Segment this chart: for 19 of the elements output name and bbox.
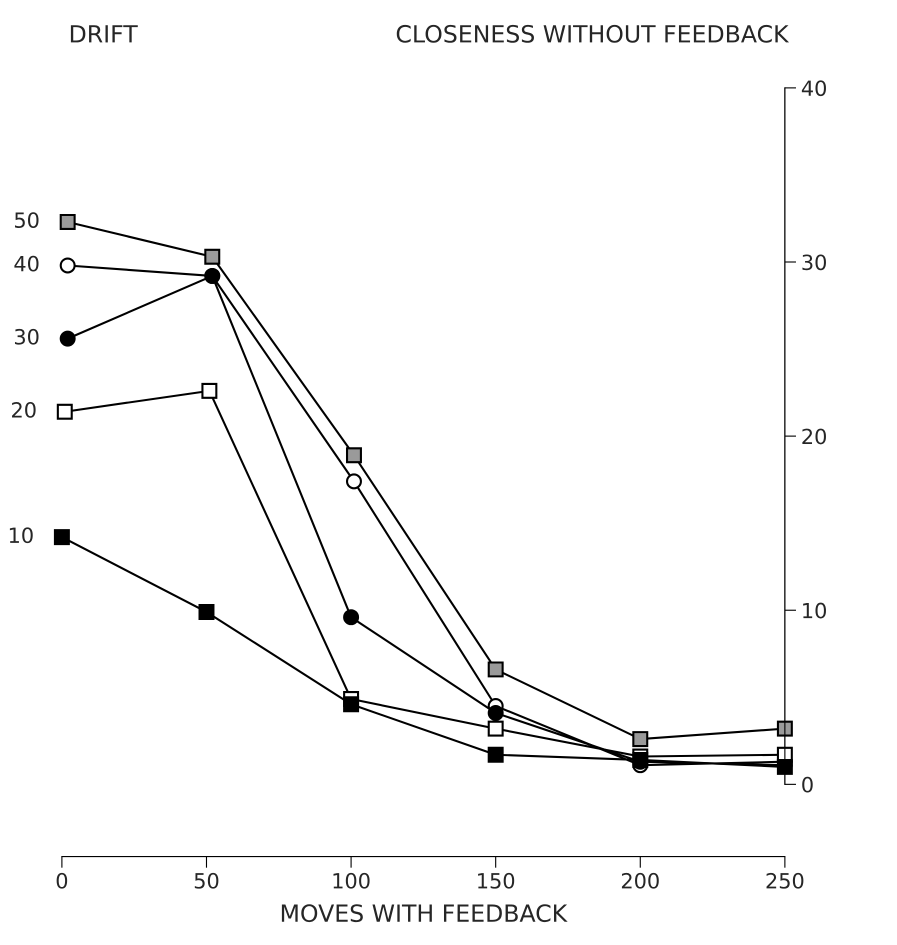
x-tick-label: 0 bbox=[56, 872, 68, 889]
y2-tick-label: 10 bbox=[803, 602, 826, 618]
series-label: 40 bbox=[14, 256, 39, 272]
x-tick-label: 200 bbox=[622, 872, 659, 889]
x-axis-title: MOVES WITH FEEDBACK bbox=[282, 904, 568, 922]
x-tick-label: 250 bbox=[766, 872, 804, 889]
series-label: 10 bbox=[10, 527, 33, 544]
series-label: 30 bbox=[14, 328, 39, 345]
y2-tick-label: 30 bbox=[802, 254, 826, 270]
x-tick-label: 150 bbox=[478, 872, 514, 889]
y2-tick-label: 20 bbox=[802, 428, 826, 444]
y2-tick-label: 40 bbox=[802, 80, 826, 96]
series-label: 50 bbox=[14, 212, 39, 228]
x-tick-label: 50 bbox=[194, 872, 218, 889]
series-label: 20 bbox=[12, 402, 36, 418]
legend-title: DRIFT bbox=[70, 25, 138, 42]
y2-axis-title: CLOSENESS WITHOUT FEEDBACK bbox=[396, 24, 790, 43]
y2-tick-label: 0 bbox=[802, 776, 813, 793]
x-tick-label: 100 bbox=[333, 872, 370, 889]
